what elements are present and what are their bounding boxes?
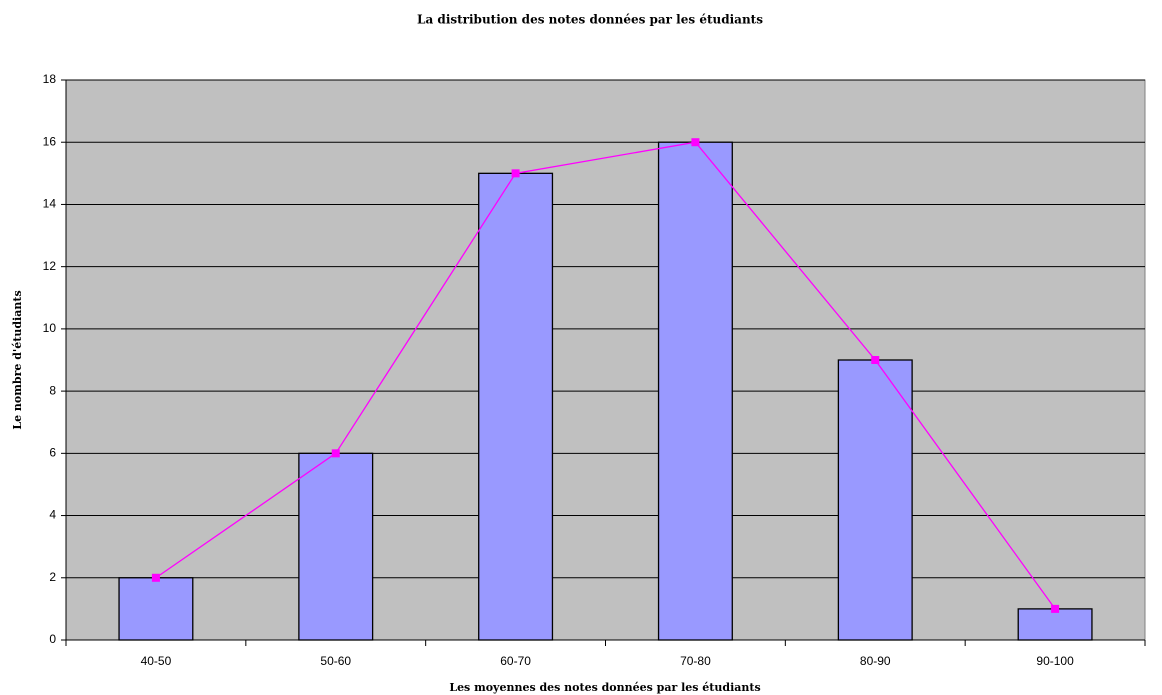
y-tick-label: 6: [49, 446, 56, 460]
x-tick-label: 60-70: [500, 654, 531, 668]
line-marker: [1051, 604, 1060, 613]
line-marker: [151, 573, 160, 582]
line-marker: [871, 356, 880, 364]
plot-area: [65, 79, 1146, 641]
y-axis-label: Le nombre d'étudiants: [11, 290, 24, 429]
x-tick-label: 80-90: [860, 654, 891, 668]
x-axis-label: Les moyennes des notes données par les é…: [449, 681, 760, 694]
bar: [1017, 608, 1093, 641]
y-tick-label: 0: [49, 632, 56, 646]
bar: [657, 141, 733, 641]
bar: [298, 452, 374, 641]
x-tick-label: 70-80: [680, 654, 711, 668]
line-marker: [691, 138, 700, 147]
x-tick-label: 50-60: [320, 654, 351, 668]
x-tick-label: 40-50: [141, 654, 172, 668]
y-tick-label: 16: [43, 134, 57, 148]
chart-title: La distribution des notes données par le…: [417, 13, 763, 27]
y-tick-label: 8: [49, 383, 56, 397]
y-tick-label: 14: [43, 197, 57, 211]
line: [155, 141, 1056, 610]
y-tick-label: 10: [43, 321, 57, 335]
bar: [837, 359, 913, 641]
y-tick-label: 4: [49, 508, 56, 522]
y-tick-label: 18: [43, 72, 57, 86]
y-tick-label: 2: [49, 570, 56, 584]
x-tick-label: 90-100: [1036, 654, 1074, 668]
bar: [118, 577, 194, 641]
y-tick-label: 12: [43, 259, 57, 273]
line-marker: [511, 169, 520, 178]
line-marker: [331, 449, 340, 458]
bar: [478, 172, 554, 641]
